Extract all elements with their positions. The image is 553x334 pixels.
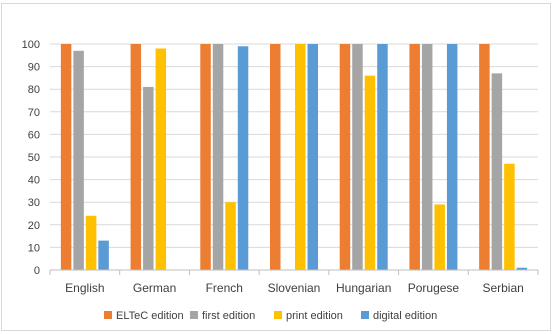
legend-swatch xyxy=(361,311,369,319)
y-tick-label: 40 xyxy=(28,175,40,187)
bar xyxy=(377,44,388,270)
bar xyxy=(130,44,142,270)
bar xyxy=(409,44,420,270)
x-tick-label: French xyxy=(206,281,243,295)
bar xyxy=(295,44,306,270)
bar xyxy=(155,48,167,270)
legend-swatch xyxy=(190,311,198,319)
bar xyxy=(364,75,376,270)
bar xyxy=(85,215,97,270)
x-tick-label: Slovenian xyxy=(268,281,321,295)
y-tick-label: 80 xyxy=(28,84,40,96)
y-tick-label: 60 xyxy=(28,129,40,141)
bar xyxy=(504,163,515,270)
y-tick-label: 50 xyxy=(28,152,40,164)
y-tick-label: 90 xyxy=(28,62,40,74)
x-tick-label: English xyxy=(65,281,104,295)
bar xyxy=(339,44,351,270)
bar xyxy=(421,44,433,270)
y-tick-label: 70 xyxy=(28,107,40,119)
bar xyxy=(446,44,458,270)
bar xyxy=(200,44,211,270)
legend-swatch xyxy=(104,311,112,319)
bar xyxy=(479,44,490,270)
bar xyxy=(225,202,236,270)
y-tick-label: 30 xyxy=(28,197,40,209)
legend-label: print edition xyxy=(286,310,343,322)
bar xyxy=(98,240,109,270)
legend-label: ELTeC edition xyxy=(116,310,184,322)
y-tick-label: 10 xyxy=(28,242,40,254)
y-tick-label: 100 xyxy=(22,39,40,51)
bar xyxy=(352,44,363,270)
legend-swatch xyxy=(274,311,282,319)
x-tick-label: Porugese xyxy=(408,281,460,295)
legend-label: digital edition xyxy=(373,310,437,322)
legend-label: first edition xyxy=(202,310,255,322)
bar xyxy=(212,44,224,270)
bar xyxy=(270,44,281,270)
bar xyxy=(237,46,249,271)
bar xyxy=(143,86,154,270)
bar xyxy=(307,44,318,270)
y-tick-label: 20 xyxy=(28,220,40,232)
y-tick-label: 0 xyxy=(34,265,40,277)
bar xyxy=(60,44,72,270)
bar xyxy=(434,204,445,270)
bar xyxy=(516,267,528,270)
x-tick-label: Serbian xyxy=(482,281,523,295)
x-tick-label: German xyxy=(133,281,176,295)
x-tick-label: Hungarian xyxy=(336,281,391,295)
bar xyxy=(73,50,84,270)
bar xyxy=(491,73,503,270)
